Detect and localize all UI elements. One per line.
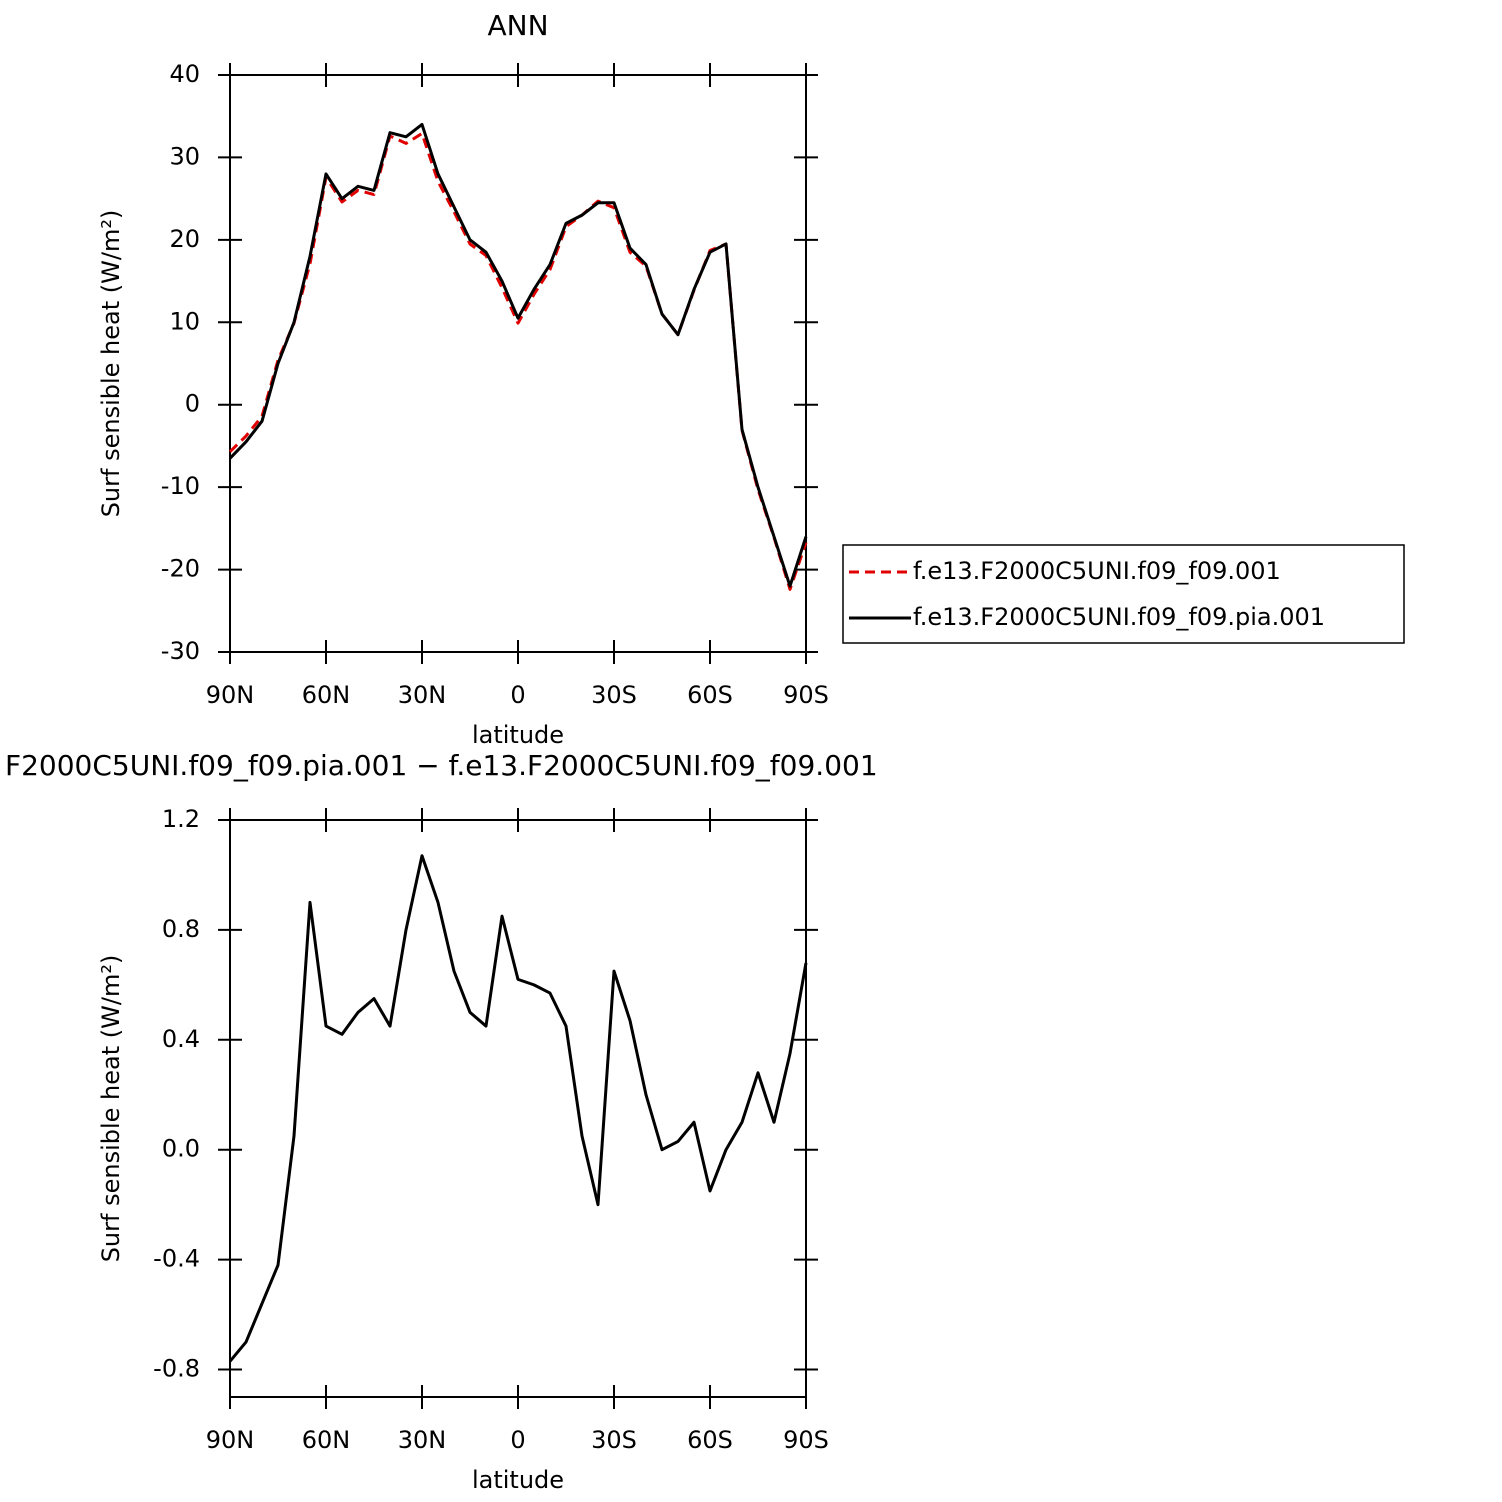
y-tick-label: -10 bbox=[161, 472, 200, 500]
legend-label: f.e13.F2000C5UNI.f09_f09.001 bbox=[913, 557, 1281, 585]
x-tick-label: 90N bbox=[206, 681, 255, 709]
y-tick-label: 10 bbox=[169, 307, 200, 335]
x-tick-label: 90S bbox=[783, 1426, 829, 1454]
y-tick-label: 0.8 bbox=[162, 915, 200, 943]
x-tick-label: 30N bbox=[398, 681, 447, 709]
y-tick-label: 1.2 bbox=[162, 805, 200, 833]
data-line bbox=[228, 132, 808, 591]
chart-title: ANN bbox=[487, 9, 548, 42]
legend-label: f.e13.F2000C5UNI.f09_f09.pia.001 bbox=[913, 603, 1325, 631]
x-tick-label: 60S bbox=[687, 1426, 733, 1454]
x-tick-label: 60S bbox=[687, 681, 733, 709]
y-tick-label: -0.4 bbox=[153, 1245, 200, 1273]
y-tick-label: 0.4 bbox=[162, 1025, 200, 1053]
x-tick-label: 60N bbox=[302, 681, 351, 709]
x-axis-label: latitude bbox=[472, 721, 564, 749]
x-tick-label: 90N bbox=[206, 1426, 255, 1454]
plot-frame bbox=[229, 819, 807, 1398]
y-axis-label: Surf sensible heat (W/m²) bbox=[97, 955, 125, 1263]
y-axis-label: Surf sensible heat (W/m²) bbox=[97, 210, 125, 518]
y-tick-label: -30 bbox=[161, 637, 200, 665]
x-tick-label: 60N bbox=[302, 1426, 351, 1454]
data-line bbox=[228, 854, 808, 1363]
y-tick-label: 0.0 bbox=[162, 1135, 200, 1163]
y-tick-label: 20 bbox=[169, 225, 200, 253]
x-tick-label: 90S bbox=[783, 681, 829, 709]
x-tick-label: 30N bbox=[398, 1426, 447, 1454]
x-axis-label: latitude bbox=[472, 1466, 564, 1494]
data-line bbox=[228, 122, 808, 588]
plot-frame bbox=[229, 74, 807, 653]
chart-title: F2000C5UNI.f09_f09.pia.001 − f.e13.F2000… bbox=[5, 749, 878, 782]
y-tick-label: 0 bbox=[185, 390, 200, 418]
x-tick-label: 0 bbox=[510, 1426, 525, 1454]
y-tick-label: -20 bbox=[161, 555, 200, 583]
y-tick-label: 30 bbox=[169, 142, 200, 170]
y-tick-label: -0.8 bbox=[153, 1355, 200, 1383]
y-tick-label: 40 bbox=[169, 60, 200, 88]
legend-box bbox=[842, 544, 1405, 644]
x-tick-label: 30S bbox=[591, 681, 637, 709]
x-tick-label: 30S bbox=[591, 1426, 637, 1454]
x-tick-label: 0 bbox=[510, 681, 525, 709]
